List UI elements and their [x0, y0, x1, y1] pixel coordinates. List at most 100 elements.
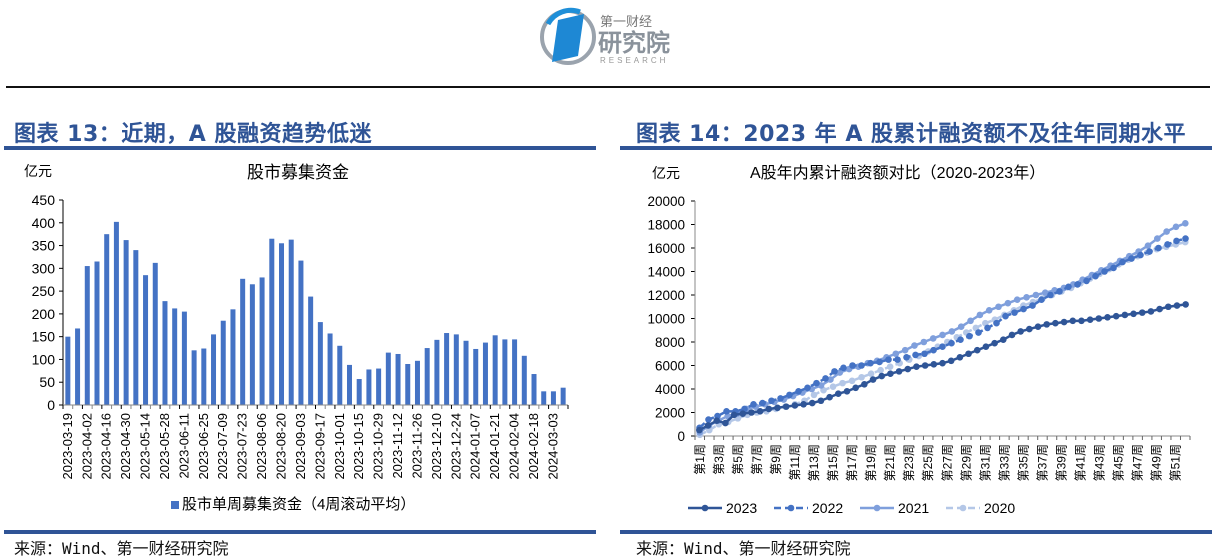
x-tick-label: 2024-03-03 — [545, 413, 560, 480]
data-point — [774, 404, 781, 412]
data-point — [1038, 296, 1045, 303]
panel-title-left: 图表 13：近期，A 股融资趋势低迷 — [14, 122, 372, 147]
x-tick-label: 2023-10-01 — [332, 413, 347, 480]
y-tick-label: 8000 — [655, 335, 685, 350]
x-tick-label: 2024-01-21 — [487, 413, 502, 480]
bar — [172, 308, 178, 405]
bar — [65, 336, 71, 405]
data-point — [867, 370, 875, 378]
bar — [298, 260, 304, 405]
x-tick-label: 第25周 — [921, 444, 935, 481]
data-point — [912, 351, 919, 359]
y-tick-label: 200 — [32, 306, 56, 322]
data-point — [1173, 237, 1180, 245]
data-point — [849, 362, 856, 369]
data-point — [1130, 310, 1137, 318]
legend-item-2022: 2022 — [774, 500, 843, 516]
legend-label: 2022 — [812, 500, 843, 516]
data-point — [957, 323, 965, 331]
data-point — [834, 390, 842, 397]
y-tick-label: 6000 — [655, 359, 685, 374]
bar — [346, 364, 352, 405]
data-point — [1029, 302, 1036, 309]
data-point — [921, 362, 929, 369]
y-tick-label: 300 — [32, 260, 56, 276]
bar — [259, 277, 265, 405]
data-point — [1182, 220, 1189, 227]
data-point — [965, 350, 972, 358]
data-point — [966, 332, 973, 340]
x-tick-label: 第7周 — [750, 444, 764, 475]
y-tick-label: 2000 — [655, 406, 685, 421]
x-tick-label: 第45周 — [1112, 444, 1126, 481]
x-tick-label: 2023-08-20 — [274, 413, 289, 480]
x-tick-label: 第11周 — [788, 444, 802, 480]
bar — [133, 250, 139, 405]
bar — [385, 352, 391, 405]
x-tick-label: 2024-01-07 — [468, 413, 483, 480]
data-point — [786, 391, 793, 399]
x-tick-label: 第23周 — [902, 444, 916, 481]
series-2022 — [696, 235, 1189, 432]
data-point — [948, 328, 956, 335]
data-point — [827, 376, 834, 383]
y-tick-label: 0 — [677, 429, 685, 444]
data-point — [1078, 317, 1085, 325]
bar — [482, 342, 488, 405]
data-point — [1023, 294, 1030, 301]
data-point — [810, 391, 818, 399]
bar — [550, 391, 556, 405]
data-point — [1065, 283, 1072, 291]
bar — [75, 328, 81, 405]
data-point — [858, 373, 865, 381]
data-point — [826, 393, 833, 401]
data-point — [1112, 312, 1120, 320]
data-point — [1060, 318, 1068, 326]
y-tick-label: 14000 — [647, 265, 685, 280]
data-point — [813, 379, 820, 387]
bar — [104, 234, 110, 405]
data-point — [1146, 248, 1153, 255]
x-tick-label: 2023-10-15 — [351, 413, 366, 480]
panel-title-right: 图表 14：2023 年 A 股累计融资额不及往年同期水平 — [636, 122, 1187, 147]
bar — [240, 278, 246, 405]
bar — [181, 311, 187, 405]
data-point — [995, 303, 1002, 311]
data-point — [1104, 314, 1111, 321]
x-tick-label: 第31周 — [978, 444, 992, 481]
source-note-left: 来源：Wind、第一财经研究院 — [14, 539, 229, 558]
data-point — [982, 343, 990, 350]
data-point — [739, 410, 747, 417]
x-tick-label: 2023-09-17 — [312, 413, 327, 480]
y-tick-label: 0 — [47, 397, 55, 413]
data-point — [804, 384, 811, 392]
x-tick-label: 2023-05-14 — [138, 413, 153, 480]
data-point — [869, 376, 877, 383]
bar — [84, 266, 90, 405]
bar — [463, 340, 469, 405]
x-tick-label: 2023-06-11 — [176, 413, 191, 479]
y-tick-label: 450 — [32, 192, 56, 208]
bar-chart-fundraising: 亿元 股市募集资金 0 50 100 150 200 250 300 350 400 450 20… — [24, 163, 569, 513]
data-point — [782, 403, 790, 410]
data-point — [1156, 305, 1163, 313]
data-point — [1163, 228, 1170, 235]
legend-item-2020: 2020 — [946, 500, 1015, 516]
data-point — [1069, 317, 1077, 325]
bar — [531, 374, 537, 405]
source-divider-left — [4, 530, 596, 534]
data-point — [1008, 331, 1016, 339]
data-point — [1128, 255, 1135, 262]
x-tick-label: 第33周 — [997, 444, 1011, 481]
data-point — [756, 408, 764, 415]
x-tick-label: 第41周 — [1074, 444, 1088, 481]
bar — [502, 339, 508, 405]
legend-marker — [873, 504, 881, 512]
x-tick-label: 2023-07-09 — [215, 413, 230, 480]
data-point — [939, 331, 946, 339]
data-point — [1047, 291, 1054, 299]
data-point — [993, 319, 1000, 327]
data-point — [1043, 321, 1051, 328]
data-point — [1092, 272, 1099, 280]
data-point — [885, 356, 892, 363]
